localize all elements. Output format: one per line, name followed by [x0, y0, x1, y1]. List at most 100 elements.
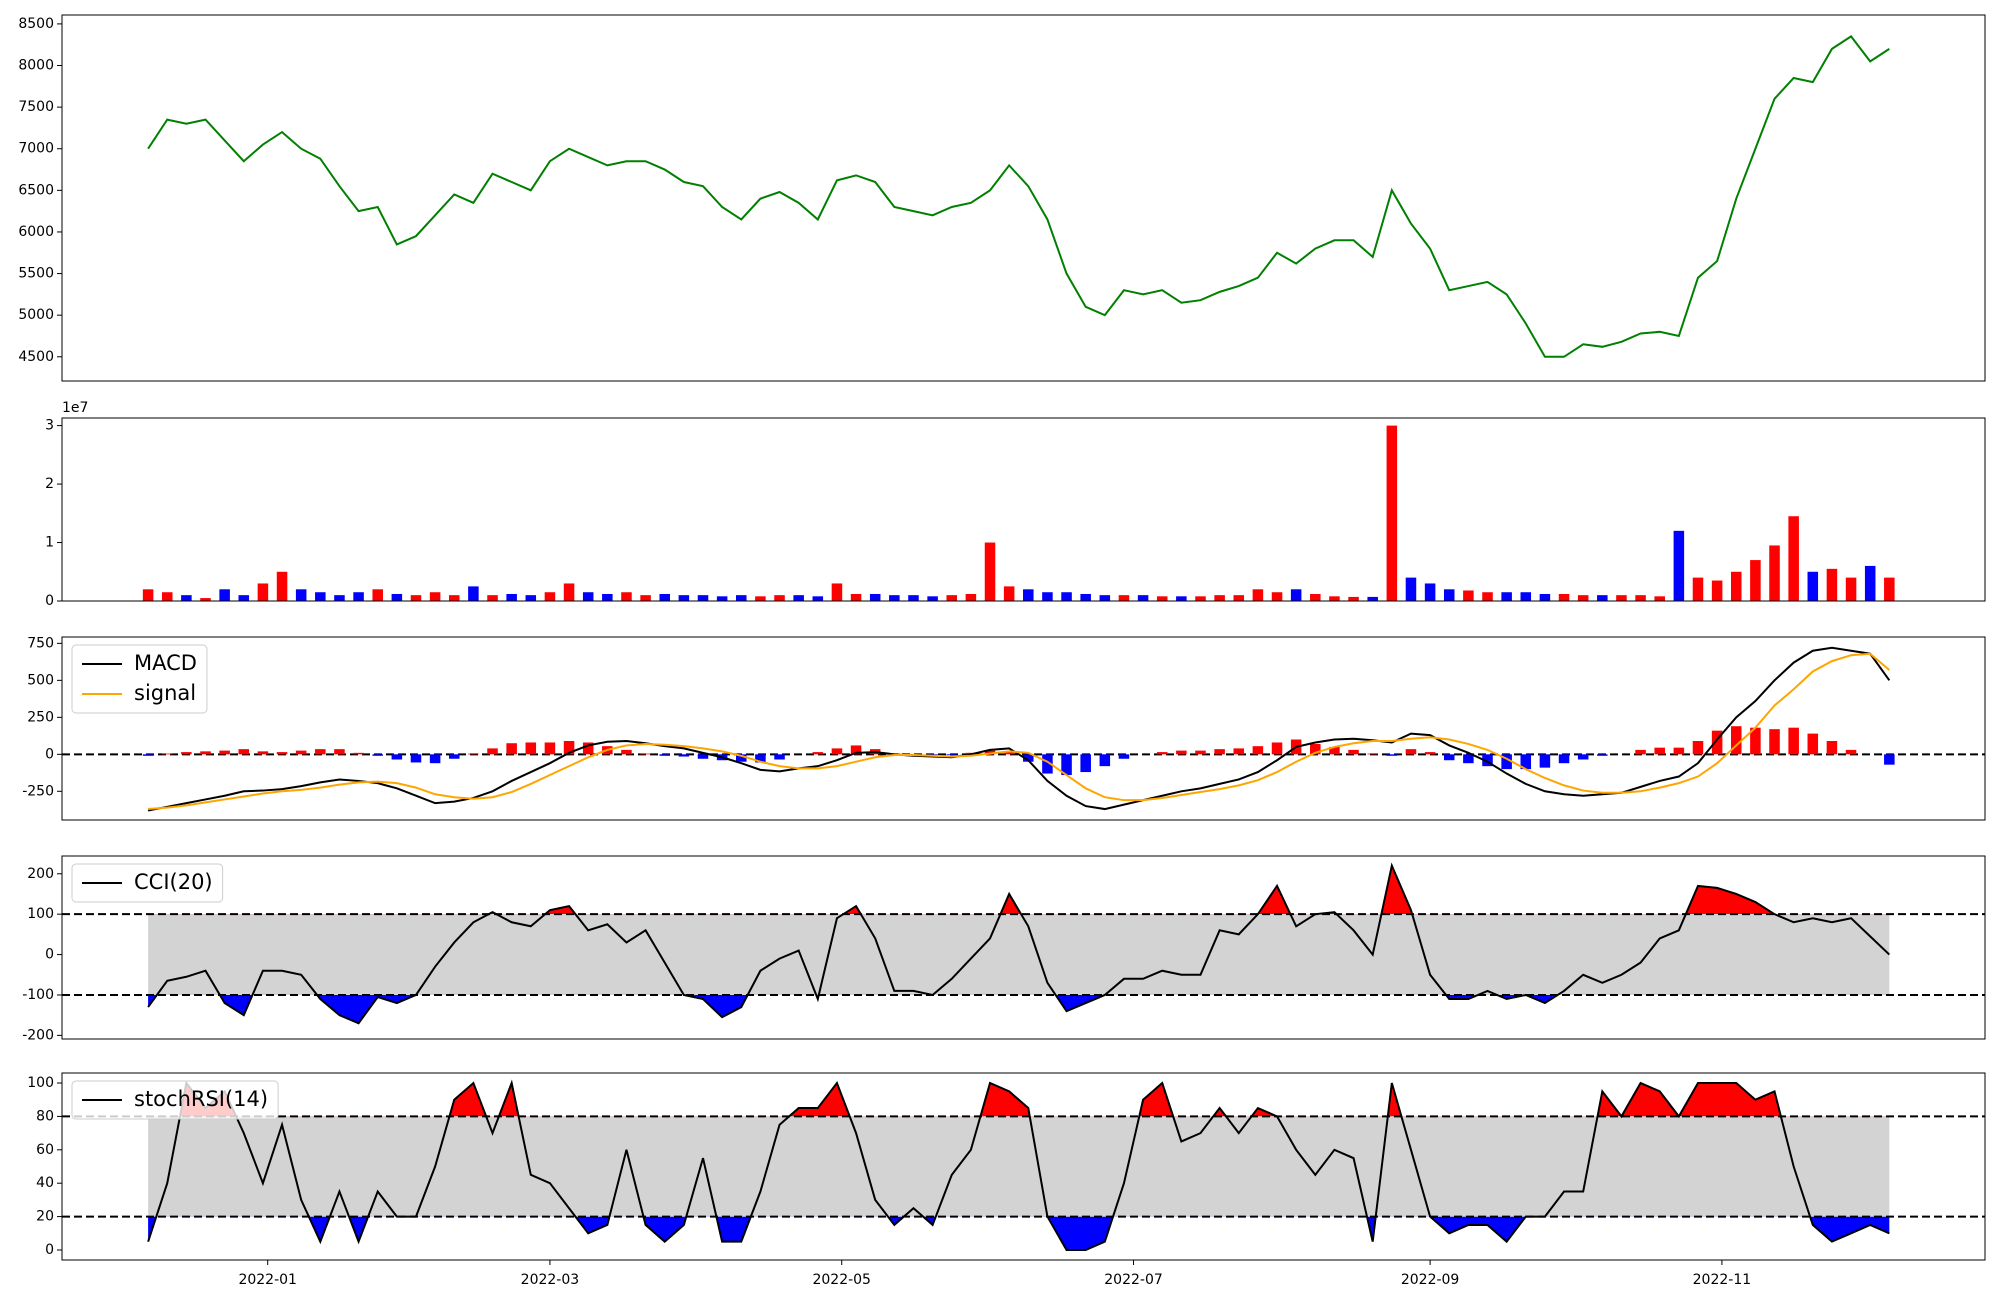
y-tick-label: 0: [45, 593, 54, 609]
bar: [1635, 595, 1646, 601]
histogram-bar: [1597, 754, 1608, 756]
bar: [1310, 593, 1321, 601]
histogram-bar: [1156, 752, 1168, 755]
histogram-bar: [391, 754, 403, 760]
bar: [659, 593, 670, 601]
histogram-bar: [219, 750, 230, 755]
histogram-bar: [697, 754, 709, 759]
bar: [295, 589, 307, 601]
overbought-fill: [148, 1083, 1890, 1117]
bar: [946, 595, 958, 601]
histogram-bar: [1348, 749, 1359, 755]
line: [148, 652, 1890, 811]
y-tick-label: 100: [27, 1075, 54, 1091]
bar: [678, 595, 690, 601]
bar: [1501, 592, 1512, 601]
bar: [1424, 583, 1436, 601]
histogram-bar: [1195, 750, 1206, 755]
y-tick-label: 8000: [18, 58, 54, 74]
bar: [1807, 571, 1819, 601]
bar: [984, 542, 996, 601]
x-tick-label: 2022-01: [238, 1272, 297, 1288]
histogram-bar: [850, 745, 862, 755]
bar: [965, 593, 977, 601]
histogram-bar: [1539, 754, 1551, 768]
histogram-bar: [238, 749, 250, 755]
bar: [200, 598, 211, 601]
y-tick-label: 8500: [18, 16, 54, 32]
bar: [1176, 596, 1187, 601]
histogram-bar: [736, 754, 747, 762]
bar: [774, 595, 785, 601]
y-tick-label: 5000: [18, 307, 54, 323]
y-tick-label: 3: [45, 418, 54, 434]
bar: [563, 583, 575, 601]
bar: [736, 595, 747, 601]
histogram-bar: [621, 749, 632, 755]
histogram-bar: [448, 754, 460, 759]
line: [147, 1079, 1890, 1251]
bar: [1711, 580, 1723, 601]
neutral-band: [148, 1116, 1890, 1217]
histogram-bar: [1233, 748, 1245, 755]
bar: [334, 595, 345, 601]
axes-frame: [61, 417, 1986, 602]
plot-area: [62, 1079, 1985, 1251]
bar: [716, 596, 728, 601]
x-tick-label: 2022-07: [1104, 1272, 1163, 1288]
histogram-bar: [1310, 743, 1321, 755]
bar: [1730, 571, 1742, 601]
axes-frame: [61, 636, 1986, 821]
y-tick-label: 5500: [18, 266, 54, 282]
bar: [1156, 596, 1168, 601]
histogram-bar: [1750, 727, 1761, 755]
histogram-bar: [1654, 747, 1665, 755]
offset-label: 1e7: [62, 400, 88, 416]
bar: [181, 595, 192, 601]
histogram-bar: [1692, 741, 1704, 755]
plot-area: [62, 646, 1985, 812]
histogram-bar: [1176, 750, 1187, 755]
histogram-bar: [334, 749, 345, 755]
panel: 4500 5000 5500 6000 6500 7000 7500 8000 8500: [18, 14, 1986, 382]
histogram-bar: [1577, 754, 1589, 760]
bar: [1884, 577, 1895, 601]
bar: [544, 592, 556, 601]
legend: CCI(20): [71, 863, 224, 903]
histogram-bar: [984, 750, 996, 755]
histogram-bar: [429, 754, 441, 764]
oversold-fill: [148, 1216, 1890, 1250]
y-tick-label: 750: [27, 635, 54, 651]
y-tick-label: 20: [36, 1209, 54, 1225]
histogram-bar: [1711, 730, 1723, 755]
bar: [142, 589, 154, 601]
y-tick-label: 2: [45, 476, 54, 492]
bar: [506, 593, 517, 601]
bar: [831, 583, 843, 601]
bar: [1080, 593, 1091, 601]
bar: [1348, 596, 1359, 601]
x-tick-label: 2022-05: [812, 1272, 871, 1288]
y-tick-label: 0: [45, 746, 54, 762]
histogram-bar: [1769, 729, 1780, 755]
bar: [1692, 577, 1704, 601]
bar: [1003, 586, 1015, 601]
bar: [1271, 592, 1283, 601]
histogram-bar: [1367, 753, 1378, 755]
histogram-bar: [1080, 754, 1091, 773]
plot-area: [142, 425, 1895, 601]
histogram-bar: [1463, 754, 1474, 764]
histogram-bar: [200, 751, 211, 755]
y-tick-label: -250: [22, 783, 54, 799]
y-tick-label: 7000: [18, 141, 54, 157]
bar: [1673, 530, 1685, 601]
bar: [1252, 589, 1264, 601]
bar: [1042, 592, 1053, 601]
histogram-bar: [410, 754, 422, 763]
bar: [1290, 589, 1302, 601]
panel: -250 0 250 500 750 MACD signal: [22, 635, 1986, 821]
bar: [621, 592, 632, 601]
y-tick-label: -100: [22, 987, 54, 1003]
bar: [640, 595, 651, 601]
histogram-bar: [468, 753, 479, 755]
